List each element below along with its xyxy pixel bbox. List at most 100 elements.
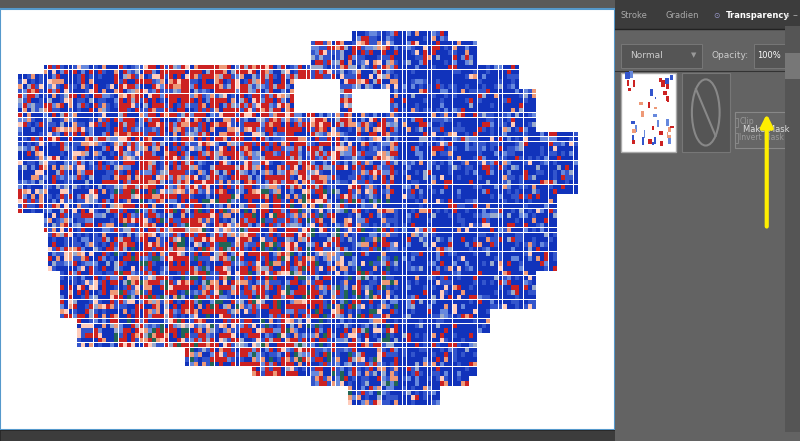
Bar <box>507 89 511 93</box>
Bar <box>94 127 98 132</box>
Bar <box>390 180 394 184</box>
Bar <box>69 146 73 151</box>
Bar <box>69 165 73 170</box>
Bar <box>666 132 668 138</box>
Bar <box>190 142 194 146</box>
Bar <box>423 333 427 338</box>
Bar <box>336 204 340 208</box>
Bar <box>165 271 169 275</box>
Bar <box>336 329 340 333</box>
Bar <box>123 237 126 242</box>
Bar <box>214 118 218 122</box>
Bar <box>235 319 239 323</box>
Bar <box>35 199 39 203</box>
Bar <box>482 247 486 251</box>
Bar <box>402 352 406 357</box>
Bar <box>315 338 318 342</box>
Bar <box>261 122 265 127</box>
Bar <box>369 122 373 127</box>
Bar <box>566 137 570 141</box>
Bar <box>56 228 60 232</box>
Bar <box>461 41 465 45</box>
Bar <box>406 304 410 309</box>
Bar <box>173 127 177 132</box>
Bar <box>394 252 398 256</box>
Bar <box>302 371 306 376</box>
Bar <box>449 266 452 271</box>
Bar <box>248 276 252 280</box>
Bar <box>152 142 156 146</box>
Bar <box>461 324 465 328</box>
Bar <box>127 314 131 318</box>
Bar <box>361 366 365 371</box>
Bar <box>290 180 294 184</box>
Bar <box>131 79 135 84</box>
Bar <box>419 309 423 314</box>
Bar <box>574 156 578 161</box>
Bar <box>81 113 85 117</box>
Bar <box>507 266 511 271</box>
Bar <box>374 285 378 290</box>
Bar <box>423 400 427 405</box>
Bar <box>390 185 394 189</box>
Bar <box>340 185 344 189</box>
Bar <box>519 237 523 242</box>
Bar <box>365 41 369 45</box>
Bar <box>432 309 436 314</box>
Bar <box>52 204 56 208</box>
Bar <box>327 175 331 179</box>
Bar <box>432 304 436 309</box>
Bar <box>135 118 139 122</box>
Bar <box>319 309 323 314</box>
Bar <box>365 309 369 314</box>
Bar <box>144 146 148 151</box>
Bar <box>357 247 361 251</box>
Bar <box>219 93 222 98</box>
Bar <box>252 237 256 242</box>
Bar <box>248 348 252 352</box>
Bar <box>198 180 202 184</box>
Bar <box>440 60 444 64</box>
Bar <box>382 223 386 228</box>
Bar <box>302 194 306 199</box>
Bar <box>110 103 114 108</box>
Bar <box>561 190 565 194</box>
Bar <box>432 343 436 347</box>
Bar <box>315 118 318 122</box>
Bar <box>390 299 394 304</box>
Bar <box>490 65 494 69</box>
Bar <box>323 127 327 132</box>
Bar <box>642 138 644 145</box>
Bar <box>319 132 323 136</box>
Bar <box>290 190 294 194</box>
Bar <box>406 204 410 208</box>
Bar <box>273 185 277 189</box>
Bar <box>223 194 227 199</box>
Bar <box>411 352 414 357</box>
Bar <box>507 194 511 199</box>
Bar <box>402 70 406 74</box>
Bar <box>282 309 286 314</box>
Bar <box>186 257 190 261</box>
Bar <box>165 84 169 89</box>
Bar <box>353 199 356 203</box>
Bar <box>298 314 302 318</box>
Bar <box>114 266 118 271</box>
Bar <box>411 343 414 347</box>
Bar <box>378 352 382 357</box>
Bar <box>43 185 47 189</box>
Bar <box>131 319 135 323</box>
Bar <box>77 309 81 314</box>
Bar <box>214 194 218 199</box>
Bar <box>336 299 340 304</box>
Bar <box>90 156 94 161</box>
Bar <box>110 271 114 275</box>
Bar <box>382 333 386 338</box>
Bar <box>219 213 222 218</box>
Bar <box>423 386 427 390</box>
Bar <box>427 371 431 376</box>
Bar <box>327 113 331 117</box>
Bar <box>465 338 469 342</box>
Bar <box>186 242 190 247</box>
Bar <box>545 161 548 165</box>
